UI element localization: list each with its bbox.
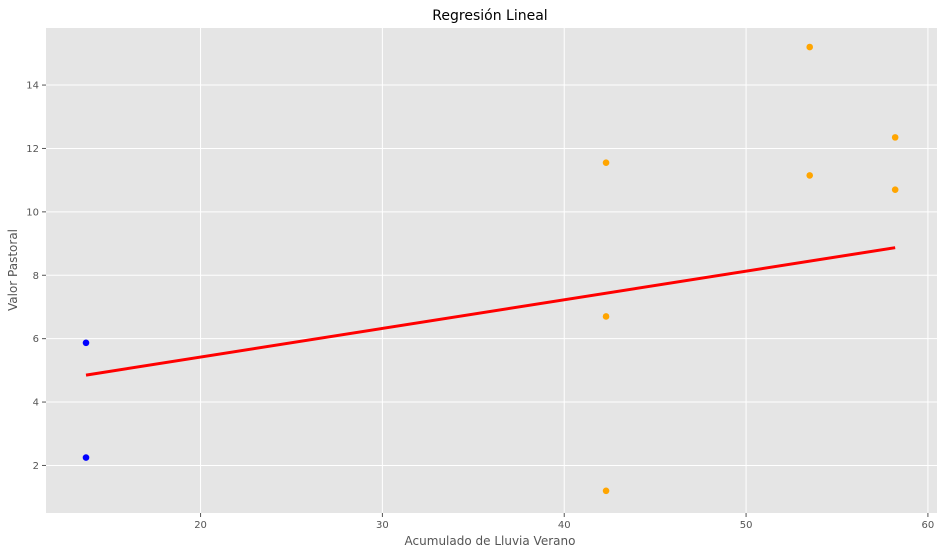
data-point-series-1 [602,313,610,320]
x-axis-label: Acumulado de Lluvia Verano [405,534,576,548]
x-tick-label: 60 [922,520,935,531]
x-tick-label: 20 [194,520,207,531]
y-tick-label: 8 [33,271,39,282]
y-tick-label: 2 [33,461,39,472]
y-axis-ticks: 2 4 6 8 10 12 14 [26,81,46,472]
y-tick-label: 12 [26,144,39,155]
data-point-series-1 [891,186,899,193]
y-tick-label: 10 [26,207,39,218]
data-point-series-0 [82,454,90,461]
x-axis-ticks: 20 30 40 50 60 [194,513,934,531]
data-point-series-0 [82,339,90,347]
y-tick-label: 14 [26,81,39,92]
x-tick-label: 40 [558,520,571,531]
data-point-series-1 [891,134,899,141]
plot-area [46,28,937,513]
x-tick-label: 50 [740,520,753,531]
regression-line [85,246,896,377]
y-tick-label: 4 [33,398,39,409]
chart-title: Regresión Lineal [432,8,547,24]
y-axis-label: Valor Pastoral [6,229,20,311]
y-tick-label: 6 [33,334,39,345]
regression-line-group [85,246,896,377]
data-point-series-1 [602,487,610,495]
data-points [82,43,899,495]
data-point-series-1 [806,43,814,51]
x-tick-label: 30 [376,520,389,531]
data-point-series-1 [806,172,814,179]
data-point-series-1 [602,159,610,167]
grid-lines [46,28,937,513]
